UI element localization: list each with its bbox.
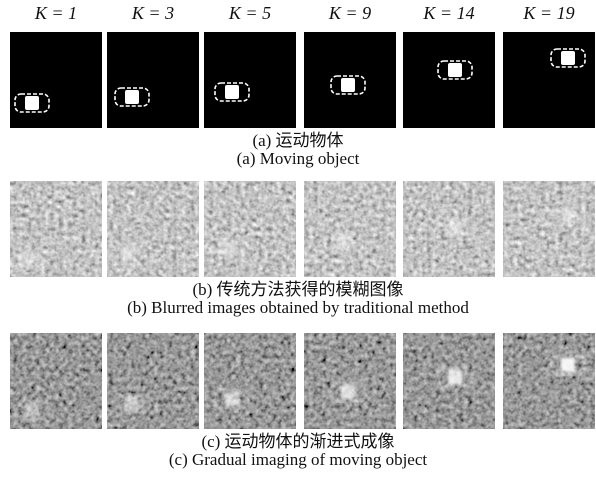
panel-noise: [304, 181, 396, 277]
object-core: [341, 385, 355, 399]
panel: [204, 32, 296, 128]
panel-bg: [403, 32, 495, 128]
panel: [403, 333, 495, 429]
object-core: [25, 403, 39, 417]
panel: [304, 333, 396, 429]
object-core: [448, 63, 462, 77]
object-core: [21, 253, 35, 267]
panel-noise: [107, 333, 199, 429]
caption-en: (c) Gradual imaging of moving object: [169, 450, 428, 469]
panel-noise: [204, 181, 296, 277]
panel-noise: [10, 333, 102, 429]
column-label: K = 9: [328, 3, 371, 23]
object-core: [25, 96, 39, 110]
panel: [10, 32, 102, 128]
panel-noise: [503, 333, 595, 429]
object-core: [225, 392, 239, 406]
panel: [204, 333, 296, 429]
column-label: K = 3: [131, 3, 174, 23]
panel-bg: [10, 32, 102, 128]
column-label: K = 1: [34, 3, 77, 23]
panel-bg: [107, 32, 199, 128]
panel: [10, 333, 102, 429]
object-core: [221, 242, 235, 256]
object-core: [561, 51, 575, 65]
object-core: [125, 90, 139, 104]
object-core: [561, 358, 575, 372]
object-core: [225, 85, 239, 99]
object-core: [337, 235, 351, 249]
panel-bg: [503, 32, 595, 128]
panel: [503, 32, 595, 128]
panel: [107, 181, 199, 277]
object-core: [448, 220, 462, 234]
object-core: [341, 78, 355, 92]
caption-en: (b) Blurred images obtained by tradition…: [127, 298, 469, 317]
panel: [403, 32, 495, 128]
panel: [304, 32, 396, 128]
caption-zh: (c) 运动物体的渐进式成像: [201, 432, 394, 451]
panel: [10, 181, 102, 277]
panel-noise: [503, 181, 595, 277]
column-label: K = 19: [522, 3, 574, 23]
column-label: K = 5: [228, 3, 271, 23]
caption-en: (a) Moving object: [237, 149, 360, 168]
column-label: K = 14: [422, 3, 474, 23]
panel-noise: [107, 181, 199, 277]
caption-zh: (b) 传统方法获得的模糊图像: [192, 280, 403, 299]
panel: [503, 181, 595, 277]
figure: K = 1 K = 3 K = 5 K = 9 K = 14 K = 19 (a) 运动物体…: [0, 0, 596, 482]
panel: [304, 181, 396, 277]
panel: [204, 181, 296, 277]
panel: [107, 32, 199, 128]
panel: [107, 333, 199, 429]
panel: [403, 181, 495, 277]
panel-noise: [304, 333, 396, 429]
object-core: [125, 397, 139, 411]
caption-zh: (a) 运动物体: [252, 131, 343, 150]
object-core: [448, 370, 462, 384]
panel-bg: [204, 32, 296, 128]
object-core: [561, 208, 575, 222]
panel: [503, 333, 595, 429]
panel-noise: [204, 333, 296, 429]
object-core: [121, 247, 135, 261]
